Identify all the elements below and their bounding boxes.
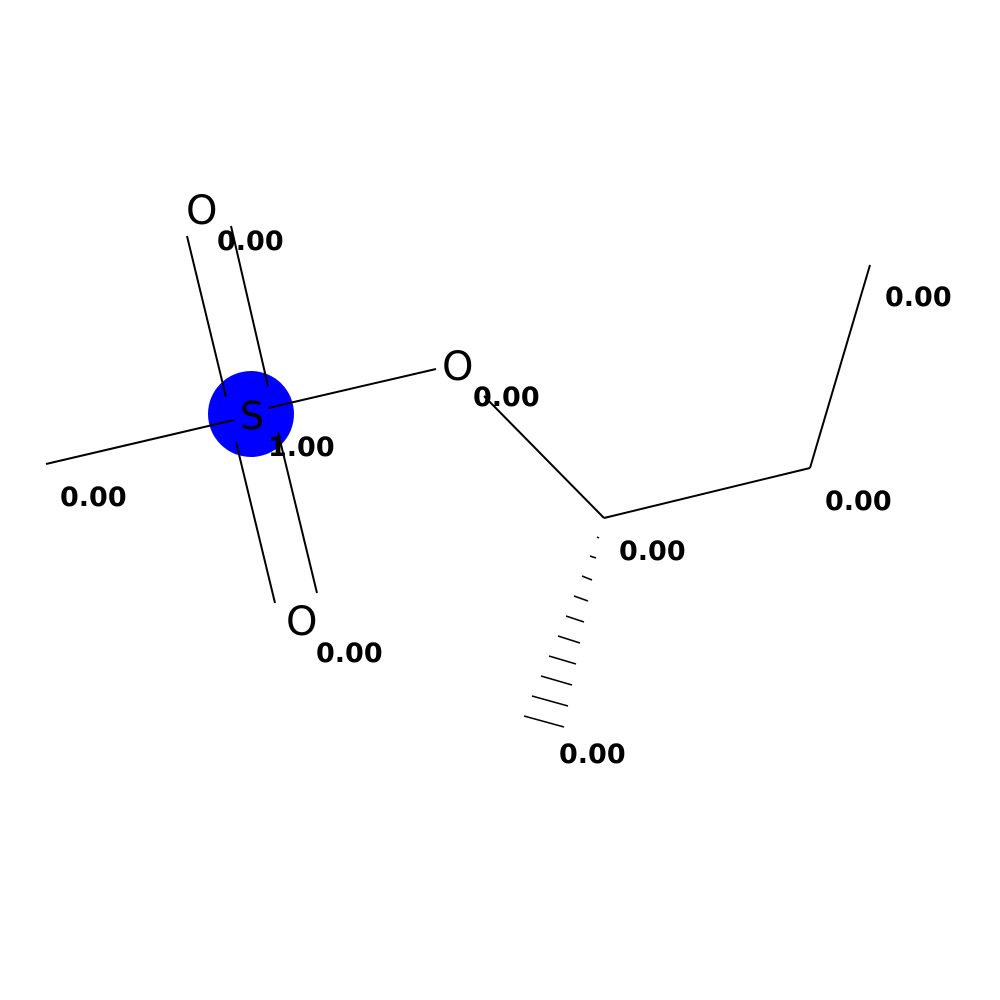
bond-c-chiral-ch2 [603, 467, 811, 519]
weight-methyl-wedge: 0.00 [559, 739, 626, 770]
weight-oxygen-top: 0.00 [217, 226, 284, 257]
weight-methyl-terminal: 0.00 [885, 282, 952, 313]
weight-ch2-carbon: 0.00 [825, 486, 892, 517]
bond-s-o-bottom-a [235, 441, 276, 604]
bond-s-o-top-a [186, 235, 227, 398]
weight-oxygen-bottom: 0.00 [316, 638, 383, 669]
bond-ch2-ch3 [809, 264, 871, 469]
atom-oxygen-top: O [186, 188, 217, 234]
weight-oxygen-bridge: 0.00 [473, 382, 540, 413]
bond-o-c-chiral [483, 395, 605, 519]
atom-sulfur: S [240, 394, 264, 438]
bond-s-o-top-b [230, 225, 269, 387]
atom-oxygen-bottom: O [286, 599, 317, 645]
sulfur-highlight [208, 371, 294, 457]
hashed-wedge-bond [523, 536, 600, 728]
weight-chiral-carbon: 0.00 [619, 536, 686, 567]
weight-methyl-left: 0.00 [60, 482, 127, 513]
bond-s-o-bottom-b [277, 431, 318, 594]
bond-s-o-bridge [267, 368, 437, 409]
weight-sulfur: 1.00 [268, 432, 335, 463]
atom-oxygen-bridge: O [442, 344, 473, 390]
bond-s-methyl [45, 419, 235, 465]
